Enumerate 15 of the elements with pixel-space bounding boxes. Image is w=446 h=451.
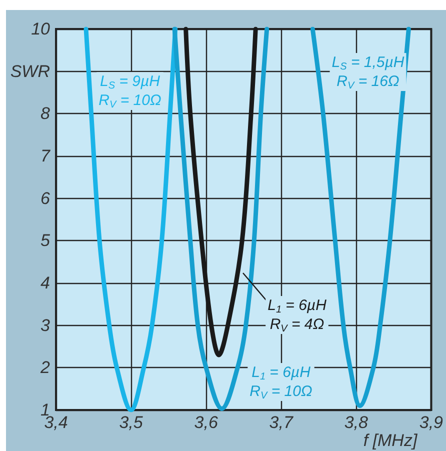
y-tick-label: 5 xyxy=(40,231,51,250)
y-tick-label: 2 xyxy=(40,358,51,378)
x-tick-label: 3,5 xyxy=(119,413,144,432)
x-tick-label: 3,8 xyxy=(344,413,369,432)
x-tick-label: 3,6 xyxy=(194,413,218,432)
x-tick-label: 3,9 xyxy=(419,413,444,432)
y-tick-label: 7 xyxy=(40,146,51,166)
y-axis-title: SWR xyxy=(10,62,50,81)
y-tick-label: 10 xyxy=(31,20,51,38)
y-tick-label: 3 xyxy=(40,316,51,335)
x-tick-label: 3,7 xyxy=(269,413,294,432)
y-tick-label: 4 xyxy=(40,274,50,292)
x-axis-title: f [MHz] xyxy=(363,431,418,450)
y-tick-label: 8 xyxy=(40,104,51,124)
y-tick-label: 6 xyxy=(40,188,51,208)
